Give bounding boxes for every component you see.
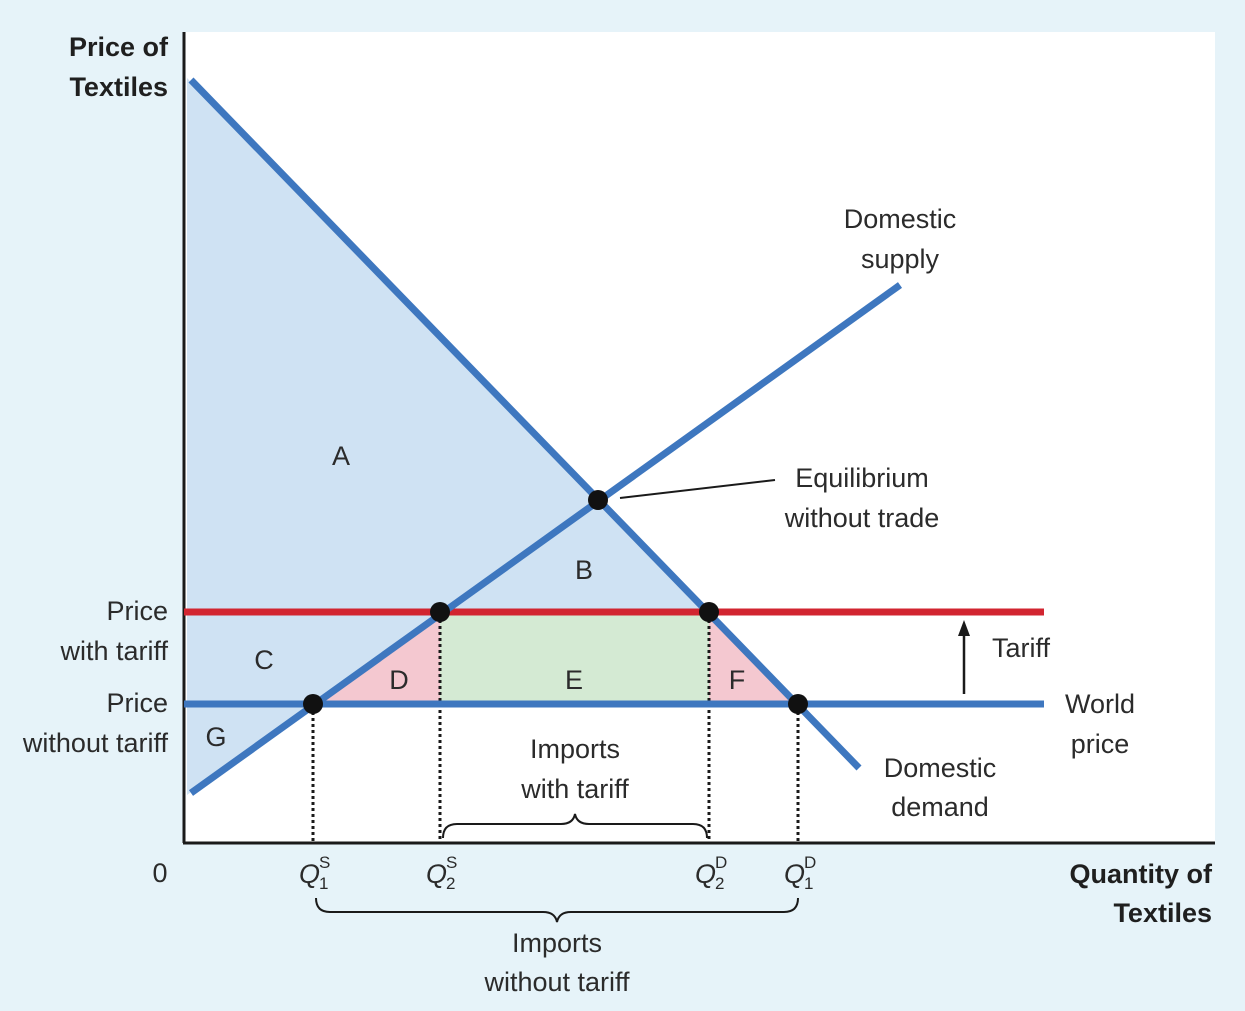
origin-label: 0 [152,858,167,888]
supply-label-line2: supply [861,244,940,274]
q1d-sup: D [804,853,816,872]
equilibrium-label-line2: without trade [784,503,940,533]
point-q2d [699,602,719,622]
price-without-tariff-line1: Price [106,688,168,718]
q1d-label: Q D 1 [784,853,816,893]
y-axis-label-line2: Textiles [69,72,168,102]
q1s-sup: S [319,853,330,872]
area-c [187,612,440,704]
area-b-label: B [575,555,593,585]
area-a-label: A [332,441,350,471]
area-d-label: D [389,665,409,695]
equilibrium-label-line1: Equilibrium [795,463,929,493]
point-q1s [303,694,323,714]
q1d-sub: 1 [804,874,813,893]
supply-label-line1: Domestic [844,204,957,234]
q2s-q: Q [426,859,447,889]
q2s-label: Q S 2 [426,853,457,893]
price-with-tariff-line2: with tariff [59,636,168,666]
area-e-label: E [565,665,583,695]
q2d-sub: 2 [715,874,724,893]
y-axis-label-line1: Price of [69,32,169,62]
imports-with-tariff-line1: Imports [530,734,620,764]
x-axis-label-line1: Quantity of [1070,859,1213,889]
x-axis-label-line2: Textiles [1113,898,1212,928]
q1s-sub: 1 [319,874,328,893]
q2d-label: Q D 2 [695,853,727,893]
q2s-sup: S [446,853,457,872]
world-price-label-line1: World [1065,689,1135,719]
area-g-label: G [205,722,226,752]
q2d-q: Q [695,859,716,889]
equilibrium-point [588,490,608,510]
tariff-arrow-head [958,620,970,636]
world-price-label-line2: price [1071,729,1130,759]
equilibrium-pointer [619,479,776,499]
price-with-tariff-line1: Price [106,596,168,626]
imports-without-tariff-line1: Imports [512,928,602,958]
demand-curve [188,77,862,771]
price-without-tariff-line2: without tariff [22,728,169,758]
point-q2s [430,602,450,622]
q1d-q: Q [784,859,805,889]
point-q1d [788,694,808,714]
imports-without-tariff-line2: without tariff [483,967,630,997]
demand-label-line2: demand [891,792,989,822]
area-f-label: F [729,665,746,695]
brace-imports-without-tariff [315,897,799,923]
q1s-q: Q [299,859,320,889]
imports-with-tariff-line2: with tariff [520,774,629,804]
q2s-sub: 2 [446,874,455,893]
area-e-tariff-revenue [440,612,709,704]
area-c-label: C [254,645,274,675]
demand-label-line1: Domestic [884,753,997,783]
q1s-label: Q S 1 [299,853,330,893]
tariff-label: Tariff [992,633,1051,663]
q2d-sup: D [715,853,727,872]
brace-imports-with-tariff [442,813,708,839]
